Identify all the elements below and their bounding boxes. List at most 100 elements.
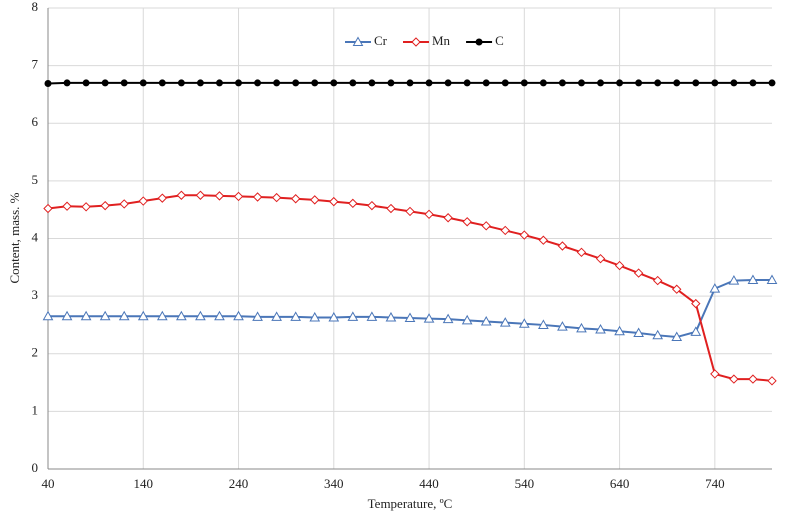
y-tick-label: 0 bbox=[32, 460, 39, 475]
data-point bbox=[138, 196, 148, 206]
x-tick-label: 540 bbox=[515, 476, 535, 491]
data-point bbox=[672, 284, 682, 294]
data-point bbox=[118, 310, 130, 321]
x-tick-label: 740 bbox=[705, 476, 725, 491]
data-point bbox=[271, 311, 282, 321]
data-point bbox=[271, 192, 282, 203]
data-point bbox=[120, 79, 128, 87]
series-line bbox=[47, 194, 773, 382]
data-point bbox=[367, 200, 377, 211]
data-point bbox=[633, 327, 644, 338]
data-point bbox=[292, 79, 300, 87]
data-point bbox=[443, 213, 453, 223]
data-point bbox=[501, 79, 509, 87]
data-point bbox=[366, 311, 378, 321]
data-point bbox=[423, 313, 435, 323]
data-point bbox=[252, 311, 263, 321]
data-point bbox=[442, 313, 454, 324]
data-point bbox=[692, 79, 700, 87]
x-tick-label: 140 bbox=[134, 476, 154, 491]
data-point bbox=[309, 311, 321, 322]
data-point bbox=[233, 310, 244, 321]
data-point bbox=[576, 247, 587, 258]
data-point bbox=[576, 322, 587, 333]
data-point bbox=[519, 230, 530, 240]
data-point bbox=[254, 79, 262, 87]
y-tick-label: 6 bbox=[32, 114, 39, 129]
data-point bbox=[195, 310, 206, 321]
data-point bbox=[671, 331, 683, 342]
data-point bbox=[614, 260, 625, 271]
data-point bbox=[518, 318, 530, 328]
data-point bbox=[633, 268, 644, 278]
data-point bbox=[61, 310, 73, 321]
data-point bbox=[195, 190, 206, 200]
data-point bbox=[595, 324, 606, 334]
data-point bbox=[768, 79, 776, 87]
data-point bbox=[690, 326, 702, 336]
data-point bbox=[557, 321, 568, 331]
data-point bbox=[214, 191, 225, 201]
data-point bbox=[652, 275, 663, 286]
data-point bbox=[673, 79, 681, 87]
data-point bbox=[311, 79, 319, 87]
data-point bbox=[82, 79, 90, 87]
data-point bbox=[330, 79, 338, 87]
data-point bbox=[481, 221, 491, 231]
data-point bbox=[709, 283, 721, 293]
data-point bbox=[424, 209, 434, 220]
data-point bbox=[386, 203, 396, 214]
data-point bbox=[766, 274, 778, 284]
data-point bbox=[652, 329, 664, 340]
data-point bbox=[557, 241, 568, 251]
x-tick-label: 240 bbox=[229, 476, 249, 491]
legend-label: Cr bbox=[374, 33, 388, 48]
data-point bbox=[691, 298, 701, 309]
y-tick-label: 1 bbox=[32, 402, 39, 417]
data-point bbox=[235, 79, 243, 87]
data-point bbox=[729, 374, 739, 384]
data-point bbox=[176, 310, 187, 321]
y-tick-label: 7 bbox=[32, 57, 39, 72]
data-point bbox=[539, 79, 547, 87]
x-tick-label: 340 bbox=[324, 476, 344, 491]
data-point bbox=[233, 191, 244, 202]
data-point bbox=[252, 192, 263, 202]
data-point bbox=[577, 79, 585, 87]
data-point bbox=[654, 79, 662, 87]
data-point bbox=[406, 79, 414, 87]
legend-label: Mn bbox=[432, 33, 451, 48]
data-point bbox=[348, 198, 358, 209]
data-point bbox=[480, 315, 492, 326]
y-tick-label: 5 bbox=[32, 172, 39, 187]
data-point bbox=[42, 310, 54, 321]
data-point bbox=[100, 200, 110, 211]
legend-label: C bbox=[495, 33, 504, 48]
data-point bbox=[81, 202, 91, 212]
legend-marker bbox=[475, 38, 483, 46]
data-point bbox=[748, 374, 758, 384]
data-point bbox=[387, 79, 395, 87]
data-point bbox=[176, 190, 187, 200]
data-point bbox=[347, 311, 359, 321]
x-tick-label: 40 bbox=[42, 476, 55, 491]
y-axis-label: Content, mass. % bbox=[7, 192, 22, 283]
data-point bbox=[444, 79, 452, 87]
data-point bbox=[290, 194, 301, 204]
data-point bbox=[614, 325, 625, 336]
data-point bbox=[310, 195, 320, 205]
data-point bbox=[101, 79, 109, 87]
data-point bbox=[404, 312, 416, 323]
data-point bbox=[329, 196, 339, 207]
data-point bbox=[595, 253, 606, 264]
data-point bbox=[749, 79, 757, 87]
data-point bbox=[62, 201, 72, 211]
data-point bbox=[520, 79, 528, 87]
data-point bbox=[99, 310, 111, 321]
data-point bbox=[499, 317, 511, 327]
y-tick-label: 3 bbox=[32, 287, 39, 302]
data-point bbox=[385, 311, 397, 322]
data-point bbox=[711, 79, 719, 87]
data-point bbox=[405, 206, 415, 217]
